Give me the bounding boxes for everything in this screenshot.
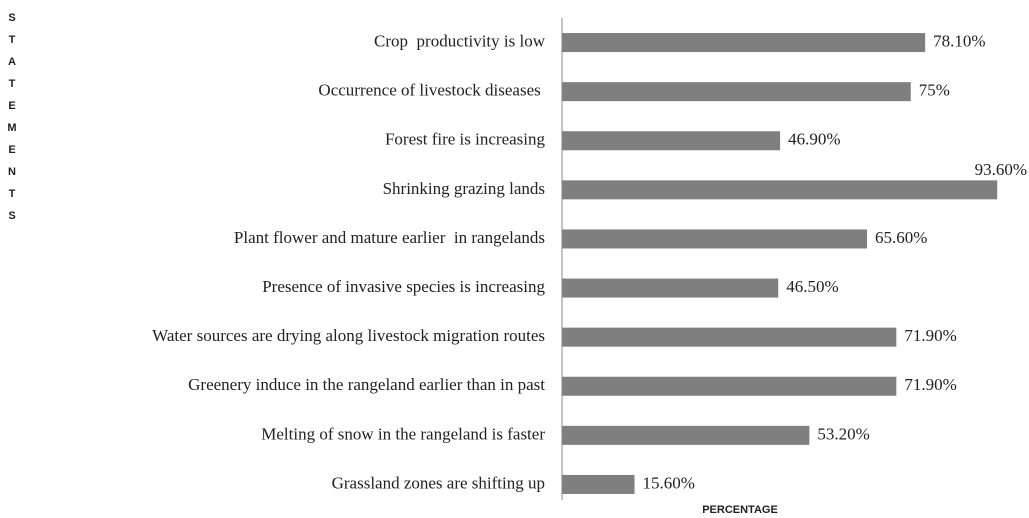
bar <box>562 474 635 494</box>
value-label: 93.60% <box>975 160 1027 179</box>
category-label: Crop productivity is low <box>374 31 546 50</box>
value-label: 75% <box>919 81 950 100</box>
category-label: Greenery induce in the rangeland earlier… <box>188 375 545 394</box>
value-label: 78.10% <box>933 31 985 50</box>
bar <box>562 229 868 249</box>
category-label: Melting of snow in the rangeland is fast… <box>261 424 545 443</box>
value-label: 71.90% <box>904 375 956 394</box>
value-label: 71.90% <box>904 326 956 345</box>
category-label: Shrinking grazing lands <box>383 179 545 198</box>
x-axis-label: PERCENTAGE <box>702 504 778 516</box>
category-label: Occurrence of livestock diseases <box>318 81 545 100</box>
category-label: Forest fire is increasing <box>385 130 546 149</box>
value-label: 53.20% <box>817 424 869 443</box>
category-label: Presence of invasive species is increasi… <box>262 277 545 296</box>
category-label: Plant flower and mature earlier in range… <box>234 228 545 247</box>
bar <box>562 327 897 347</box>
category-label: Water sources are drying along livestock… <box>152 326 545 345</box>
bar <box>562 131 781 151</box>
bar <box>562 82 911 102</box>
category-label: Grassland zones are shifting up <box>332 473 545 492</box>
y-axis-label: STATEMENTS <box>6 12 18 232</box>
bar <box>562 376 897 396</box>
value-label: 46.50% <box>786 277 838 296</box>
bar <box>562 33 926 53</box>
bar <box>562 425 810 445</box>
bar <box>562 180 998 200</box>
bar <box>562 278 779 298</box>
value-label: 15.60% <box>643 473 695 492</box>
value-label: 46.90% <box>788 130 840 149</box>
value-label: 65.60% <box>875 228 927 247</box>
